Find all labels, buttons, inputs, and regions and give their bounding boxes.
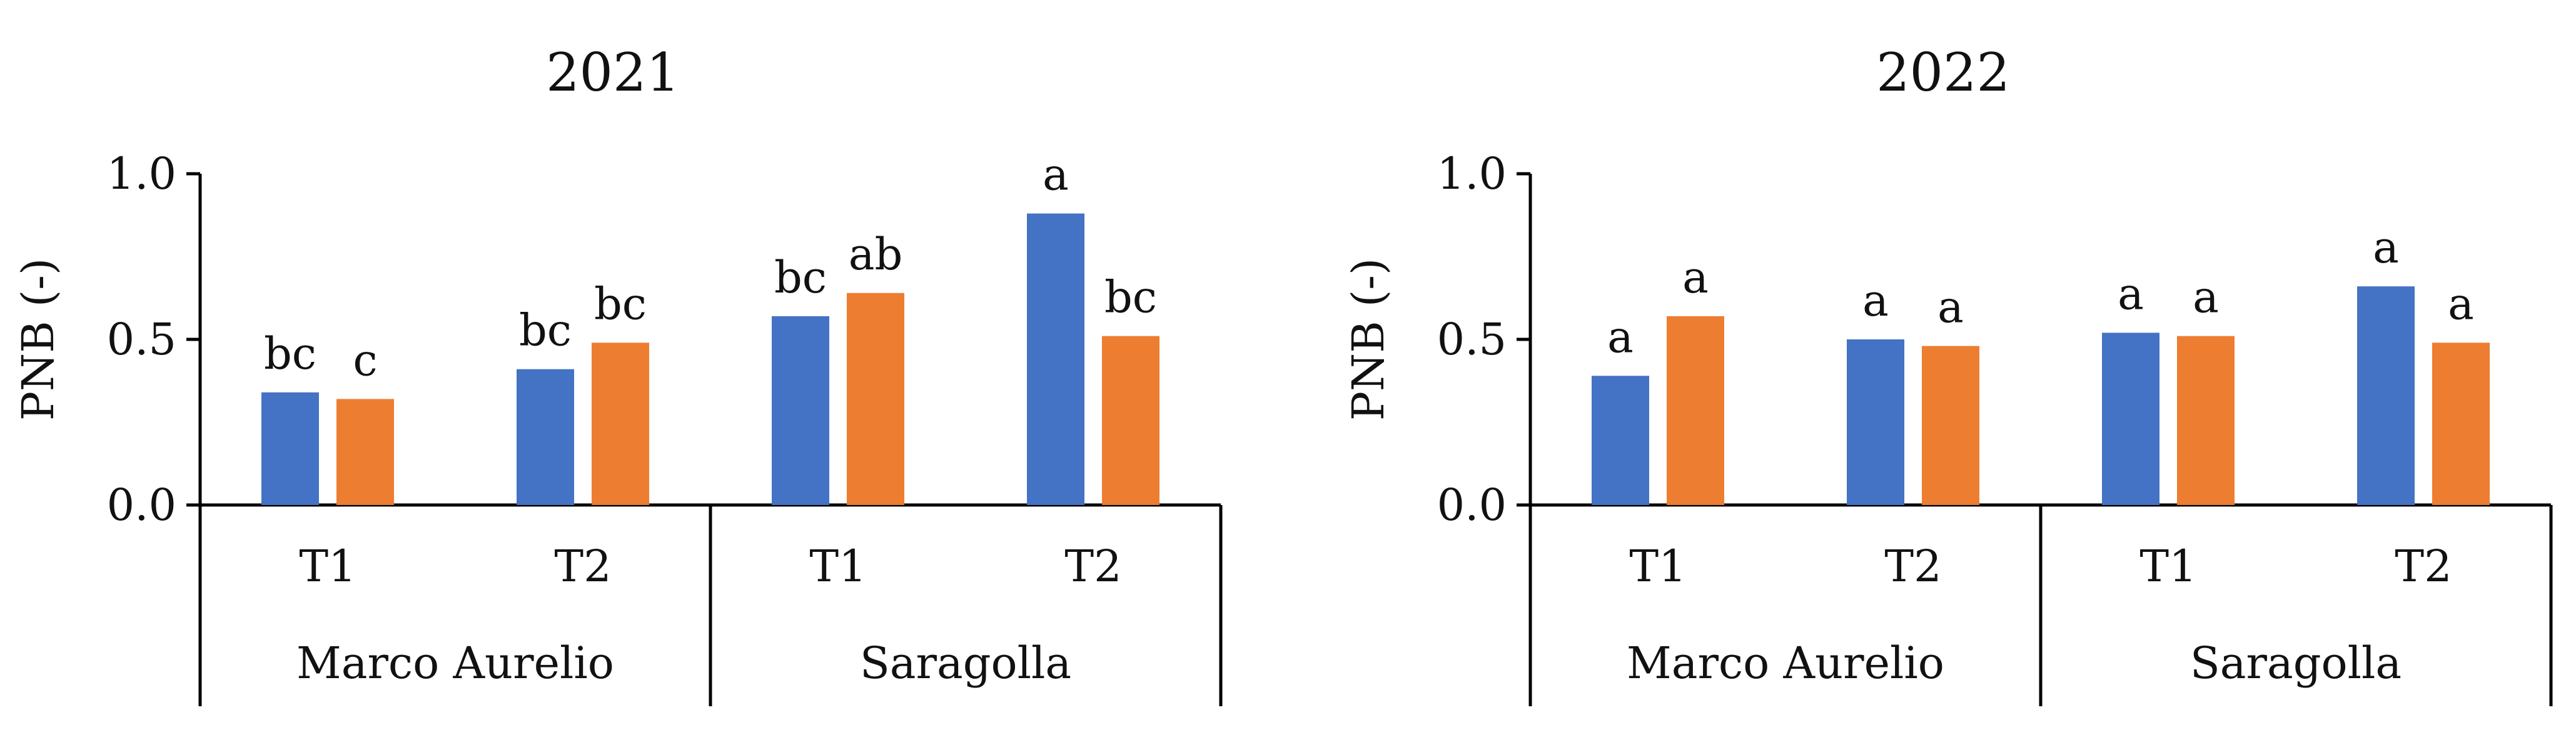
significance-label: a: [1862, 275, 1889, 326]
x-category-label: T2: [1884, 541, 1941, 592]
significance-label: a: [2373, 222, 2399, 273]
significance-label: a: [1043, 149, 1069, 201]
chart-panel-2022: 2022 PNB (-) 0.0 0.5 1.0 T1 T2 T1 T2 Marco Aureli…: [1343, 42, 2553, 706]
x-category-label: T2: [2395, 541, 2452, 592]
significance-label: bc: [774, 252, 827, 303]
x-group-label: Marco Aurelio: [296, 638, 614, 689]
significance-label: a: [1682, 252, 1709, 303]
bar: [1667, 316, 1724, 505]
chart-title: 2022: [1876, 42, 2010, 103]
x-group-label: Marco Aurelio: [1627, 638, 1944, 689]
bar: [1027, 213, 1084, 505]
y-tick-label: 0.0: [1437, 479, 1507, 531]
chart-panel-2021: 2021 PNB (-) 0.0 0.5 1.0 T1 T2 T1 T2 Marco Aureli…: [13, 42, 1223, 706]
y-tick-label: 1.0: [107, 148, 176, 199]
y-tick-label: 1.0: [1437, 148, 1507, 199]
x-category-label: T1: [299, 541, 356, 592]
y-axis-label: PNB (-): [13, 258, 64, 421]
bar: [2177, 336, 2235, 505]
bar: [2357, 286, 2415, 505]
significance-label: a: [2448, 278, 2474, 329]
x-category-label: T1: [1629, 541, 1686, 592]
bar: [847, 292, 904, 505]
y-tick-label: 0.0: [107, 479, 176, 531]
bar: [2102, 332, 2159, 505]
significance-label: a: [1607, 311, 1634, 362]
x-category-label: T1: [2139, 541, 2196, 592]
significance-label: bc: [264, 328, 316, 379]
bar: [772, 316, 829, 505]
x-category-label: T2: [1064, 541, 1121, 592]
x-category-label: T2: [554, 541, 611, 592]
significance-label: bc: [519, 305, 572, 356]
significance-label: c: [353, 334, 377, 386]
bar: [1592, 376, 1649, 505]
bar: [1922, 346, 1979, 505]
y-tick-label: 0.5: [1437, 314, 1507, 365]
significance-label: ab: [849, 229, 903, 280]
significance-label: a: [2118, 268, 2144, 319]
x-category-label: T1: [809, 541, 866, 592]
significance-label: a: [2193, 272, 2219, 323]
x-group-label: Saragolla: [860, 638, 1071, 689]
bar: [517, 369, 574, 505]
bar: [336, 399, 394, 505]
bar: [1847, 339, 1904, 505]
chart-title: 2021: [546, 42, 680, 103]
bar: [1102, 336, 1159, 505]
y-axis-label: PNB (-): [1343, 258, 1394, 421]
bar: [592, 342, 649, 505]
x-group-label: Saragolla: [2190, 638, 2402, 689]
y-tick-label: 0.5: [107, 314, 176, 365]
bar: [2432, 342, 2490, 505]
significance-label: bc: [1104, 272, 1157, 323]
significance-label: a: [1937, 282, 1964, 333]
bar: [261, 392, 319, 505]
significance-label: bc: [594, 278, 647, 329]
